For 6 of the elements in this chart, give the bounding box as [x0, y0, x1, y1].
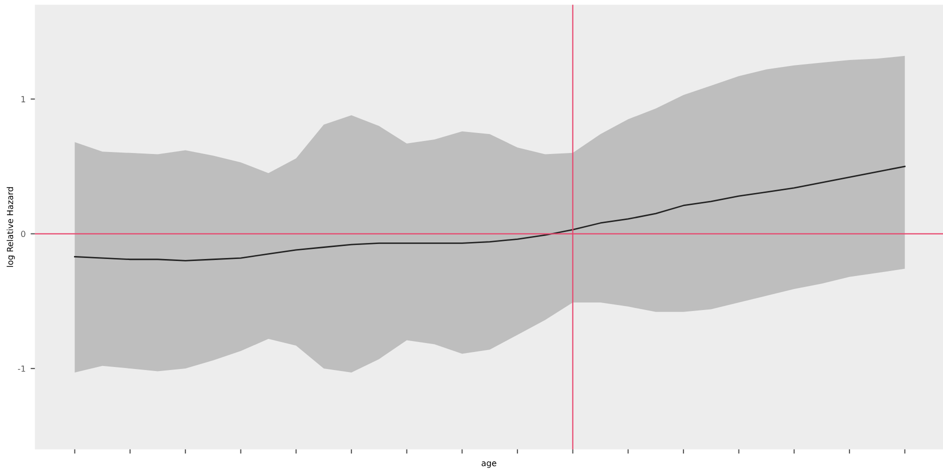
y-tick-label: -1 [18, 366, 26, 372]
x-axis-title: age [482, 461, 496, 468]
y-axis-title: log Relative Hazard [6, 187, 15, 267]
line-series [74, 166, 906, 262]
y-tick-label: 1 [21, 96, 26, 102]
y-tick-label: 0 [21, 230, 26, 238]
